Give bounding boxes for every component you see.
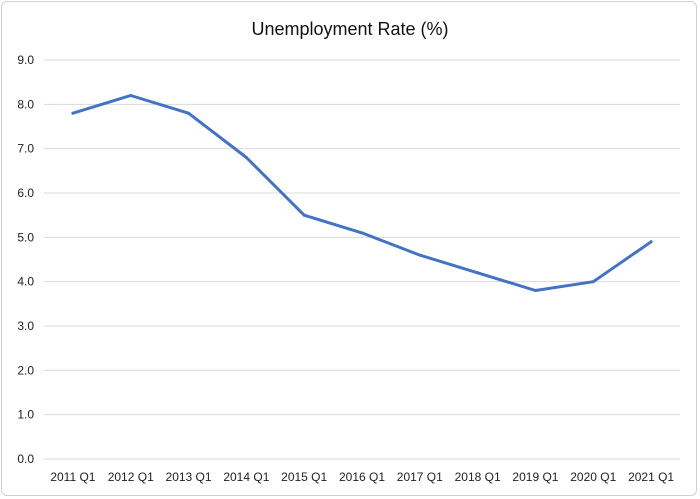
data-point [649, 240, 653, 244]
data-point [129, 93, 133, 97]
y-tick-label: 0.0 [17, 452, 34, 466]
data-point [187, 111, 191, 115]
x-tick-label: 2012 Q1 [108, 470, 154, 484]
x-tick-label: 2016 Q1 [339, 470, 385, 484]
x-tick-label: 2011 Q1 [50, 470, 95, 484]
y-tick-label: 7.0 [17, 142, 34, 156]
y-tick-label: 4.0 [17, 275, 34, 289]
data-point [418, 253, 422, 257]
x-tick-label: 2021 Q1 [628, 470, 674, 484]
y-tick-label: 3.0 [17, 319, 34, 333]
y-tick-label: 1.0 [17, 408, 34, 422]
x-tick-label: 2014 Q1 [223, 470, 269, 484]
y-axis-ticks: 0.0 1.0 2.0 3.0 4.0 5.0 6.0 7.0 8.0 9.0 [17, 53, 34, 466]
data-point [71, 111, 75, 115]
data-point [244, 156, 248, 160]
chart-title: Unemployment Rate (%) [251, 19, 449, 39]
data-point [476, 271, 480, 275]
gridlines [44, 59, 680, 460]
x-tick-label: 2018 Q1 [455, 470, 501, 484]
x-tick-label: 2019 Q1 [512, 470, 558, 484]
data-point [591, 280, 595, 284]
y-tick-label: 2.0 [17, 363, 34, 377]
x-tick-label: 2015 Q1 [281, 470, 327, 484]
y-tick-label: 9.0 [17, 53, 34, 67]
x-tick-label: 2017 Q1 [397, 470, 443, 484]
data-point [533, 289, 537, 293]
x-tick-label: 2013 Q1 [166, 470, 212, 484]
x-tick-label: 2020 Q1 [570, 470, 616, 484]
series-group [71, 93, 653, 293]
data-point [302, 213, 306, 217]
y-tick-label: 5.0 [17, 230, 34, 244]
y-tick-label: 6.0 [17, 186, 34, 200]
data-point [360, 231, 364, 235]
y-tick-label: 8.0 [17, 97, 34, 111]
x-axis-ticks: 2011 Q1 2012 Q1 2013 Q1 2014 Q1 2015 Q1 2016 … [50, 470, 674, 484]
